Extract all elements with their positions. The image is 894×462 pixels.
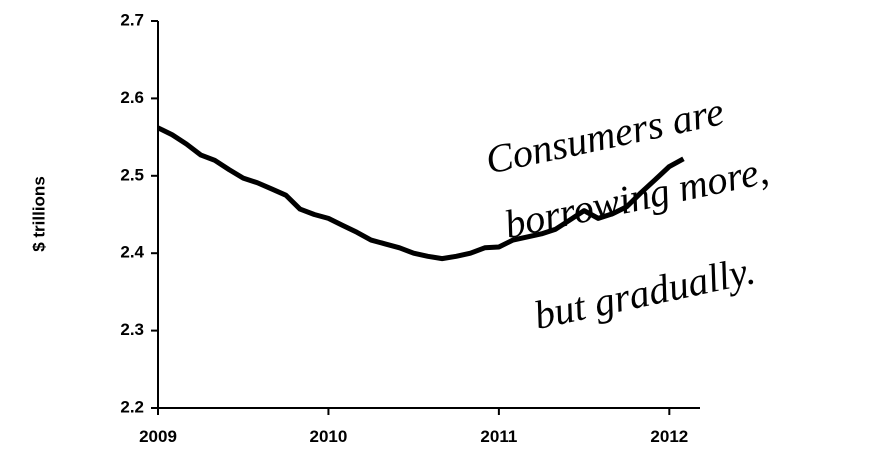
y-tick-label: 2.4 [120,243,144,262]
x-tick-label: 2011 [480,427,517,446]
x-tick-label: 2012 [650,427,688,446]
annotation: Consumers are borrowing more, but gradua… [482,88,772,338]
y-tick-label: 2.2 [120,397,144,416]
data-line [156,125,685,262]
x-tick-label: 2009 [139,427,177,446]
y-tick-label: 2.7 [120,10,144,29]
y-tick-label: 2.5 [120,165,144,184]
annotation-line: but gradually. [530,247,759,338]
x-tick-label: 2010 [310,427,348,446]
y-tick-label: 2.3 [120,320,144,339]
y-tick-label: 2.6 [120,88,144,107]
y-axis-label: $ trillions [29,176,48,252]
